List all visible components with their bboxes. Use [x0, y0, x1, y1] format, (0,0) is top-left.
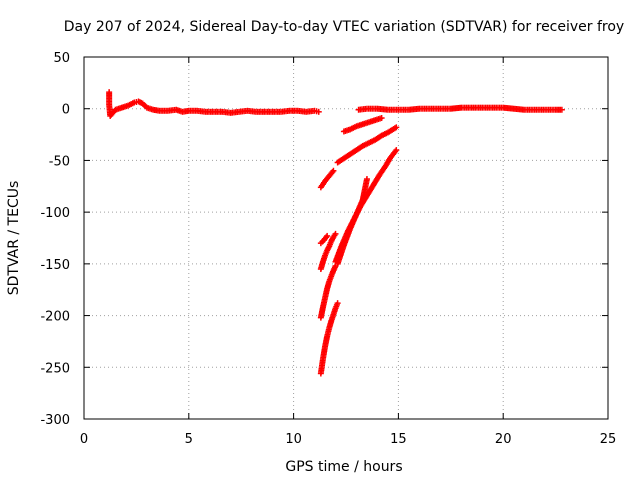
data-point	[334, 300, 341, 307]
data-points	[106, 89, 565, 377]
data-point	[315, 108, 322, 115]
axis-ticks	[83, 56, 609, 420]
x-tick-label: 15	[390, 432, 407, 447]
y-tick-label: 0	[62, 103, 70, 118]
x-axis-title: GPS time / hours	[285, 459, 402, 475]
plot-frame	[83, 56, 609, 420]
y-tick-label: -50	[49, 154, 70, 169]
data-point	[393, 124, 400, 131]
x-tick-label: 5	[185, 432, 193, 447]
y-tick-label: 50	[53, 51, 70, 66]
data-point	[330, 167, 337, 174]
x-tick-label: 25	[600, 432, 617, 447]
data-point	[363, 176, 370, 183]
x-tick-label: 0	[80, 432, 88, 447]
data-point	[324, 232, 331, 239]
y-axis-title: SDTVAR / TECUs	[6, 181, 22, 296]
y-tick-label: -250	[40, 361, 70, 376]
y-tick-label: -150	[40, 258, 70, 273]
data-point	[558, 106, 565, 113]
x-tick-label: 10	[285, 432, 302, 447]
y-tick-label: -200	[40, 310, 70, 325]
y-tick-label: -100	[40, 206, 70, 221]
chart-title: Day 207 of 2024, Sidereal Day-to-day VTE…	[64, 19, 624, 35]
data-point	[378, 115, 385, 122]
tick-labels: 0 5 10 15 20 25 -300 -250 -200 -150 -100 -50 0 50	[40, 51, 616, 447]
data-point	[393, 147, 400, 154]
y-tick-label: -300	[40, 413, 70, 428]
data-point	[332, 230, 339, 237]
x-tick-label: 20	[495, 432, 512, 447]
